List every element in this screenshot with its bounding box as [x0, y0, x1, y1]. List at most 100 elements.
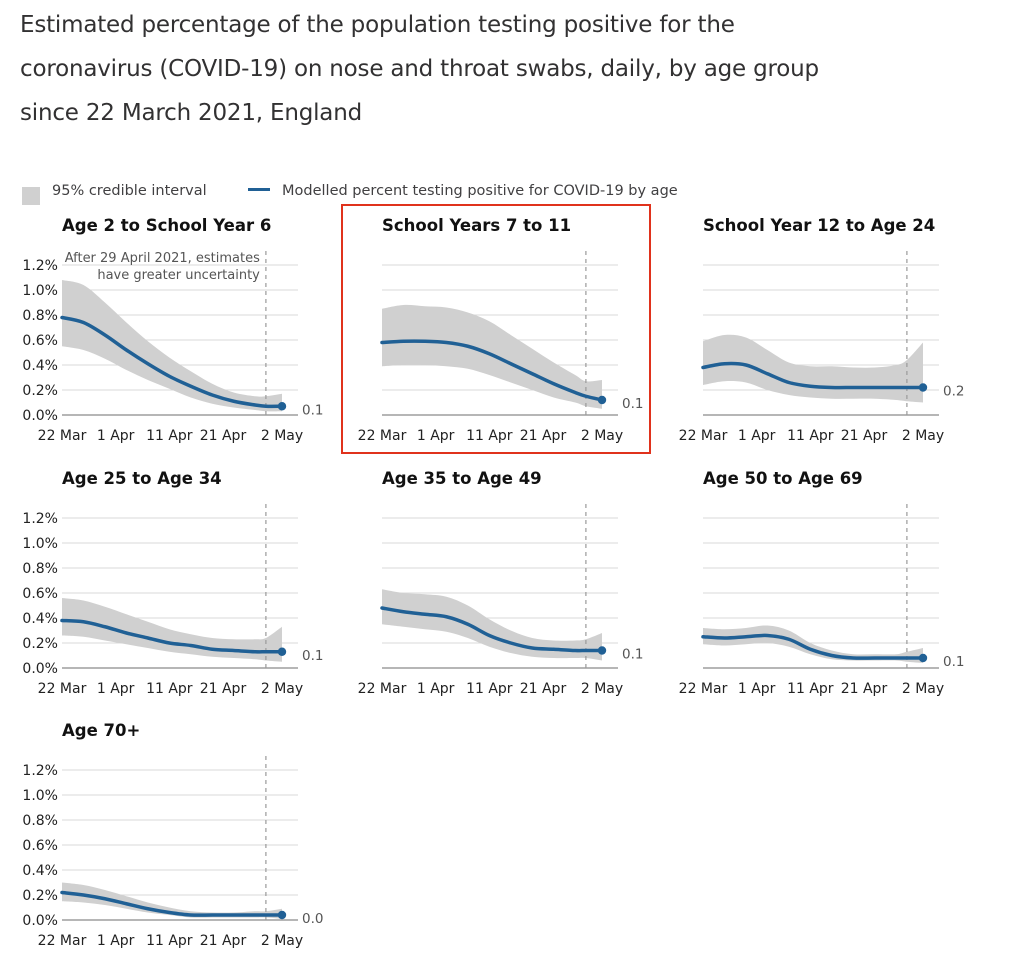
panel-4-y-tick-label: 0.4% [22, 611, 58, 627]
panel-2-x-tick-label: 2 May [581, 428, 623, 444]
panel-6-x-tick-label: 2 May [902, 681, 944, 697]
panel-2-end-point [597, 395, 607, 405]
panel-7-end-label: 0.0 [302, 911, 323, 927]
panel-6: Age 50 to Age 69 22 Mar 1 Apr 11 Apr 21 Apr 2… [679, 469, 965, 697]
panel-3-credible-interval [703, 334, 923, 403]
panel-3-estimate-line [701, 361, 925, 390]
panel-6-estimate-line [701, 633, 925, 660]
panel-6-x-tick-label: 11 Apr [787, 681, 834, 697]
panel-5-x-tick-label: 1 Apr [417, 681, 455, 697]
chart-title-line-3: since 22 March 2021, England [20, 100, 362, 126]
panel-1-y-tick-label: 0.2% [22, 383, 58, 399]
panel-5-end-label: 0.1 [622, 647, 643, 663]
uncertainty-annotation-line-1: After 29 April 2021, estimates [65, 251, 260, 266]
panel-3-x-tick-label: 1 Apr [738, 428, 776, 444]
panel-6-end-point [918, 653, 928, 663]
panel-5-end-point [597, 646, 607, 655]
panel-6-x-tick-label: 22 Mar [679, 681, 728, 697]
chart-title-line-1: Estimated percentage of the population t… [20, 12, 735, 38]
panel-2: School Years 7 to 11 22 Mar 1 Apr 11 Apr 21 … [358, 216, 644, 444]
panel-2-title: School Years 7 to 11 [382, 216, 571, 235]
legend-model-label: Modelled percent testing positive for CO… [282, 183, 678, 199]
panel-5-estimate-line [380, 606, 604, 653]
panel-7-end-point [277, 910, 287, 920]
panel-1-y-tick-label: 1.2% [22, 258, 58, 274]
panel-1-y-tick-label: 0.8% [22, 308, 58, 324]
panel-3-x-tick-label: 22 Mar [679, 428, 728, 444]
panel-2-x-tick-label: 11 Apr [466, 428, 513, 444]
panel-3: School Year 12 to Age 24 22 Mar 1 Apr 11 Ap… [679, 216, 965, 444]
panel-7-y-tick-label: 0.0% [22, 913, 58, 929]
panel-4-estimate-line [60, 618, 284, 654]
panel-6-end-label: 0.1 [943, 654, 964, 670]
uncertainty-annotation-line-2: have greater uncertainty [97, 268, 260, 283]
panel-4-x-tick-label: 2 May [261, 681, 303, 697]
panel-1-y-tick-label: 1.0% [22, 283, 58, 299]
panel-1-x-tick-label: 21 Apr [200, 428, 247, 444]
panel-5-x-tick-label: 2 May [581, 681, 623, 697]
panel-2-end-label: 0.1 [622, 396, 643, 412]
panel-6-title: Age 50 to Age 69 [703, 469, 863, 488]
panel-3-x-tick-label: 11 Apr [787, 428, 834, 444]
panel-4-end-label: 0.1 [302, 648, 323, 664]
panel-3-x-tick-label: 21 Apr [841, 428, 888, 444]
panel-4-x-tick-label: 1 Apr [97, 681, 135, 697]
panel-7: Age 70+ 0.0% 0.2% 0.4% 0.6% 0.8% 1.0% 1.2% 22 Ma… [22, 721, 323, 949]
panel-5-x-tick-label: 11 Apr [466, 681, 513, 697]
panel-4-y-tick-label: 0.2% [22, 636, 58, 652]
panel-1-y-tick-label: 0.0% [22, 408, 58, 424]
panel-7-x-tick-label: 11 Apr [146, 933, 193, 949]
panel-4-y-tick-label: 1.0% [22, 536, 58, 552]
panel-2-credible-interval [382, 304, 602, 409]
panel-4-credible-interval [62, 598, 282, 662]
panel-4-y-tick-label: 0.8% [22, 561, 58, 577]
panel-5-x-tick-label: 21 Apr [520, 681, 567, 697]
panel-1-end-point [277, 402, 287, 411]
legend-ci-swatch [22, 187, 40, 205]
panel-7-y-tick-label: 0.6% [22, 838, 58, 854]
chart-title-line-2: coronavirus (COVID-19) on nose and throa… [20, 56, 819, 82]
panel-2-x-tick-label: 1 Apr [417, 428, 455, 444]
legend-model-line [248, 188, 270, 191]
panel-1-title: Age 2 to School Year 6 [62, 216, 271, 235]
panel-7-x-tick-label: 21 Apr [200, 933, 247, 949]
panel-7-x-tick-label: 22 Mar [38, 933, 87, 949]
panel-4-title: Age 25 to Age 34 [62, 469, 222, 488]
panel-7-x-tick-label: 1 Apr [97, 933, 135, 949]
panel-5-title: Age 35 to Age 49 [382, 469, 542, 488]
panel-1-y-tick-label: 0.4% [22, 358, 58, 374]
panel-4-x-tick-label: 22 Mar [38, 681, 87, 697]
panel-4-x-tick-label: 21 Apr [200, 681, 247, 697]
panel-6-x-tick-label: 1 Apr [738, 681, 776, 697]
panel-7-y-tick-label: 1.0% [22, 788, 58, 804]
panel-1-y-tick-label: 0.6% [22, 333, 58, 349]
panel-7-y-tick-label: 0.8% [22, 813, 58, 829]
panel-3-end-label: 0.2 [943, 384, 964, 400]
panel-1-x-tick-label: 22 Mar [38, 428, 87, 444]
panel-7-y-tick-label: 0.4% [22, 863, 58, 879]
panel-2-x-tick-label: 22 Mar [358, 428, 407, 444]
panel-7-y-tick-label: 0.2% [22, 888, 58, 904]
panel-4-y-tick-label: 0.6% [22, 586, 58, 602]
panel-2-x-tick-label: 21 Apr [520, 428, 567, 444]
panel-7-estimate-line [60, 890, 284, 917]
panel-1-x-tick-label: 1 Apr [97, 428, 135, 444]
panel-7-y-tick-label: 1.2% [22, 763, 58, 779]
panel-5-credible-interval [382, 589, 602, 661]
panel-4-y-tick-label: 0.0% [22, 661, 58, 677]
panel-4-x-tick-label: 11 Apr [146, 681, 193, 697]
panel-5-x-tick-label: 22 Mar [358, 681, 407, 697]
panel-5: Age 35 to Age 49 22 Mar 1 Apr 11 Apr 21 Apr 2… [358, 469, 644, 697]
panel-3-x-tick-label: 2 May [902, 428, 944, 444]
panel-1-end-label: 0.1 [302, 402, 323, 418]
panel-4: Age 25 to Age 34 0.0% 0.2% 0.4% 0.6% 0.8% 1.0%… [22, 469, 323, 697]
panel-7-x-tick-label: 2 May [261, 933, 303, 949]
panel-1-credible-interval [62, 280, 282, 412]
panel-4-y-tick-label: 1.2% [22, 511, 58, 527]
legend-ci-label: 95% credible interval [52, 183, 207, 199]
panel-1-x-tick-label: 11 Apr [146, 428, 193, 444]
panel-1-estimate-line [60, 315, 284, 409]
panel-2-estimate-line [380, 339, 604, 402]
panel-6-x-tick-label: 21 Apr [841, 681, 888, 697]
